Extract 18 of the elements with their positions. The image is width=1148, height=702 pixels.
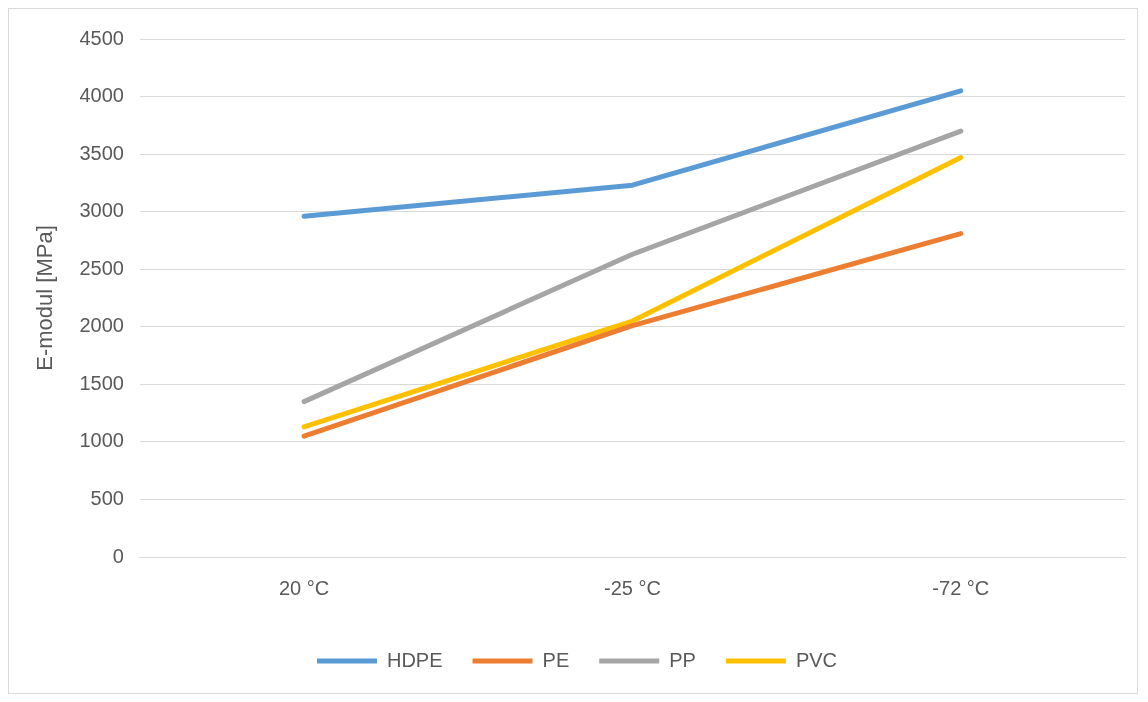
y-tick-label: 3500 bbox=[79, 141, 124, 164]
x-tick-label: -25 °C bbox=[603, 576, 661, 599]
y-tick-label: 1000 bbox=[79, 429, 124, 452]
legend-label: PVC bbox=[795, 648, 838, 671]
y-tick-label: 1500 bbox=[79, 371, 124, 394]
y-tick-label: 4000 bbox=[79, 84, 124, 107]
y-tick-label: 0 bbox=[112, 544, 124, 567]
legend-label: HDPE bbox=[386, 648, 443, 671]
x-tick-label: -72 °C bbox=[932, 576, 990, 599]
x-tick-label: 20 °C bbox=[278, 576, 330, 599]
y-axis-title: E-modul [MPa] bbox=[32, 225, 58, 371]
legend-label: PP bbox=[669, 648, 696, 671]
y-tick-label: 2500 bbox=[79, 256, 124, 279]
y-tick-label: 4500 bbox=[79, 26, 124, 49]
legend-label: PE bbox=[542, 648, 570, 671]
y-tick-label: 3000 bbox=[79, 199, 124, 222]
y-tick-label: 2000 bbox=[79, 314, 124, 337]
y-tick-label: 500 bbox=[90, 486, 124, 509]
